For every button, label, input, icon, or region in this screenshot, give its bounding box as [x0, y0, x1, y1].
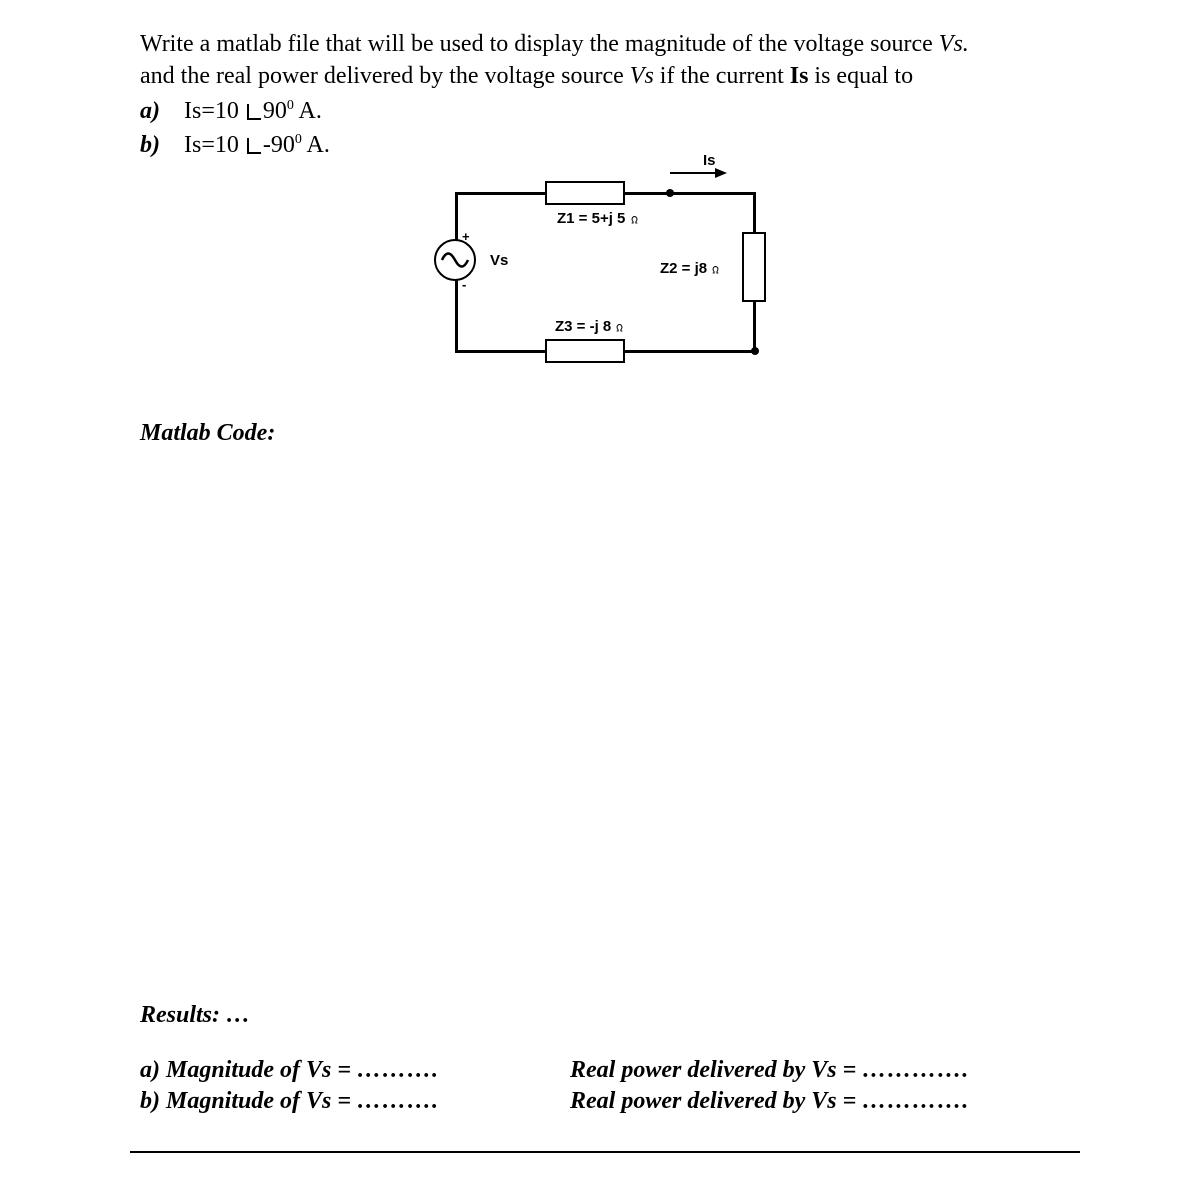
item-a-pre: Is=10 — [184, 98, 245, 124]
voltage-source: + - — [434, 239, 476, 281]
result-b-label: b) Magnitude of Vs = — [140, 1088, 357, 1114]
z2-text: Z2 = j8 — [660, 260, 711, 277]
dots: ………. — [357, 1057, 439, 1083]
item-b-angle: -90 — [263, 132, 295, 158]
vs-symbol: Vs. — [939, 31, 969, 57]
result-b-left: b) Magnitude of Vs = ………. — [140, 1088, 570, 1115]
results-heading: Results: … — [140, 1002, 1100, 1029]
z3-label: Z3 = -j 8 — [555, 318, 623, 335]
text: if the current — [654, 63, 790, 89]
circuit-node — [666, 189, 674, 197]
degree-sup: 0 — [295, 132, 302, 147]
result-b-right-label: Real power delivered by Vs = — [570, 1088, 862, 1114]
item-b: b) Is=10 -900 A. — [140, 129, 1080, 161]
dots: …………. — [862, 1057, 969, 1083]
is-arrow-icon — [715, 168, 727, 178]
z1-text: Z1 = 5+j 5 — [557, 210, 630, 227]
circuit-node — [751, 347, 759, 355]
text: is equal to — [808, 63, 913, 89]
item-a: a) Is=10 900 A. — [140, 95, 1080, 127]
is-symbol: Is — [790, 63, 809, 89]
z2-component — [742, 232, 766, 302]
problem-line-1: Write a matlab file that will be used to… — [140, 28, 1080, 60]
vs-label: Vs — [490, 252, 508, 269]
text: Write a matlab file that will be used to… — [140, 31, 939, 57]
result-a-right-label: Real power delivered by Vs = — [570, 1057, 862, 1083]
problem-line-2: and the real power delivered by the volt… — [140, 60, 1080, 92]
circuit-diagram: + - Is Vs Z1 = 5+j 5 Z2 = j8 Z3 = -j 8 — [455, 172, 795, 392]
item-b-pre: Is=10 — [184, 132, 245, 158]
bottom-rule — [130, 1151, 1080, 1153]
minus-sign: - — [462, 277, 466, 292]
matlab-code-heading: Matlab Code: — [140, 420, 275, 447]
item-b-unit: A. — [302, 132, 330, 158]
problem-statement: Write a matlab file that will be used to… — [140, 28, 1080, 162]
results-row-b: b) Magnitude of Vs = ………. Real power del… — [140, 1088, 1100, 1115]
result-a-label: a) Magnitude of Vs = — [140, 1057, 357, 1083]
results-block: Results: … a) Magnitude of Vs = ………. Rea… — [140, 1000, 1100, 1115]
result-a-left: a) Magnitude of Vs = ………. — [140, 1057, 570, 1084]
ohm-icon — [631, 215, 638, 224]
z3-text: Z3 = -j 8 — [555, 318, 615, 335]
item-a-unit: A. — [294, 98, 322, 124]
is-label: Is — [703, 152, 716, 169]
result-b-right: Real power delivered by Vs = …………. — [570, 1088, 969, 1115]
plus-sign: + — [462, 229, 470, 244]
wire-is — [670, 172, 718, 174]
dots: ………. — [357, 1088, 439, 1114]
text: and the real power delivered by the volt… — [140, 63, 630, 89]
item-a-angle: 90 — [263, 98, 287, 124]
z1-component — [545, 181, 625, 205]
degree-sup: 0 — [287, 98, 294, 113]
page: Write a matlab file that will be used to… — [0, 0, 1200, 1177]
z3-component — [545, 339, 625, 363]
sine-icon — [436, 241, 474, 279]
z2-label: Z2 = j8 — [660, 260, 719, 277]
results-row-a: a) Magnitude of Vs = ………. Real power del… — [140, 1057, 1100, 1084]
ohm-icon — [712, 265, 719, 274]
item-b-label: b) — [140, 132, 160, 158]
angle-icon — [247, 104, 261, 120]
ohm-icon — [616, 323, 623, 332]
dots: …………. — [862, 1088, 969, 1114]
angle-icon — [247, 138, 261, 154]
z1-label: Z1 = 5+j 5 — [557, 210, 638, 227]
item-a-label: a) — [140, 98, 160, 124]
vs-symbol: Vs — [630, 63, 654, 89]
result-a-right: Real power delivered by Vs = …………. — [570, 1057, 969, 1084]
